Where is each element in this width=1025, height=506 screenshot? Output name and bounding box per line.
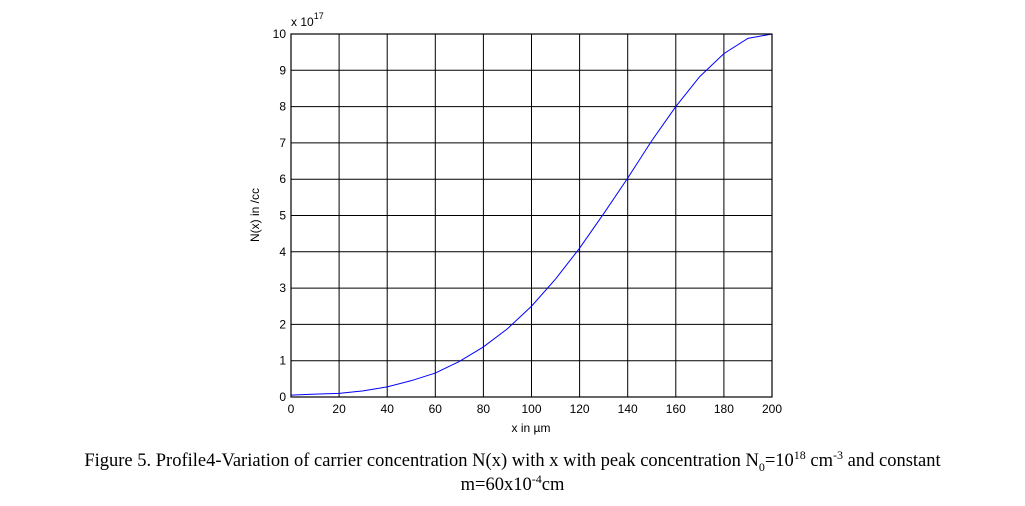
plot-frame xyxy=(290,33,773,398)
grid xyxy=(290,33,773,398)
y-tick-label: 7 xyxy=(279,136,286,150)
y-tick-label: 0 xyxy=(279,390,286,404)
y-tick-label: 8 xyxy=(279,100,286,114)
y-tick-label: 4 xyxy=(279,245,286,259)
figure-caption-line1: Figure 5. Profile4-Variation of carrier … xyxy=(84,448,941,474)
y-tick-label: 5 xyxy=(279,209,286,223)
y-tick-label: 1 xyxy=(279,354,286,368)
x-tick-label: 80 xyxy=(477,402,491,416)
y-axis-label: N(x) in /cc xyxy=(248,188,262,242)
figure-caption-line2: m=60x10-4cm xyxy=(460,472,565,496)
x-tick-label: 0 xyxy=(288,402,295,416)
series-line xyxy=(290,33,773,396)
y-tick-label: 9 xyxy=(279,63,286,77)
x-axis-label: x in µm xyxy=(512,421,551,435)
chart: 0 20 40 60 80 100 120 140 160 180 200012345678910 … xyxy=(248,11,783,435)
y-tick-label: 10 xyxy=(273,27,287,41)
x-tick-label: 40 xyxy=(381,402,395,416)
y-tick-label: 3 xyxy=(279,281,286,295)
x-tick-label: 140 xyxy=(618,402,638,416)
x-tick-label: 200 xyxy=(762,402,782,416)
x-tick-label: 100 xyxy=(521,402,541,416)
y-tick-label: 2 xyxy=(279,317,286,331)
x-tick-label: 20 xyxy=(332,402,346,416)
y-multiplier: x 1017 xyxy=(291,11,324,29)
x-tick-label: 180 xyxy=(714,402,734,416)
x-tick-label: 120 xyxy=(570,402,590,416)
y-tick-label: 6 xyxy=(279,172,286,186)
x-tick-label: 160 xyxy=(666,402,686,416)
x-tick-label: 60 xyxy=(429,402,443,416)
tick-labels: 0 20 40 60 80 100 120 140 160 180 200 0 1 2 3 4 5 6 7 8 9 10 xyxy=(273,27,783,416)
